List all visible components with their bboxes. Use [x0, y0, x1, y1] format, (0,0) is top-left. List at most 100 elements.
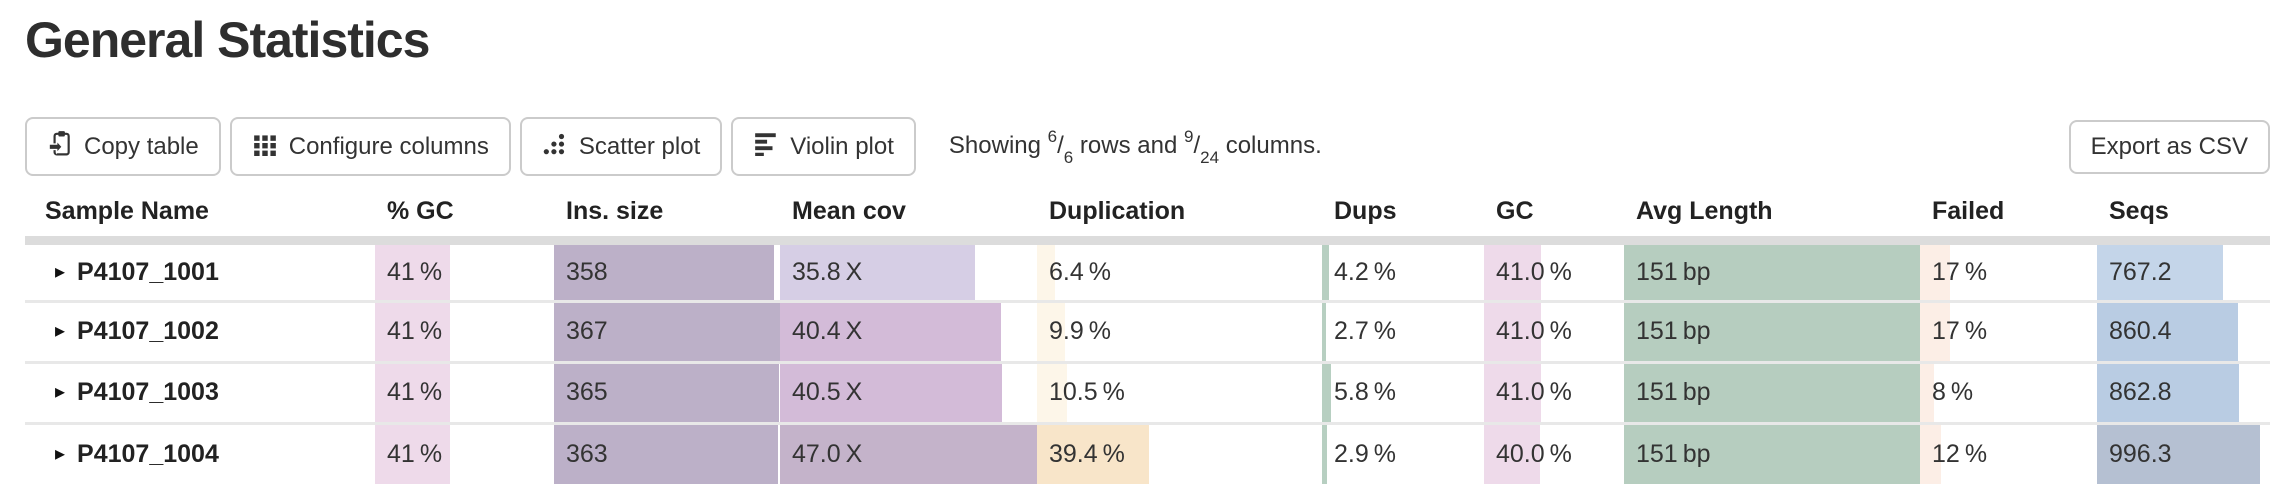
general-statistics-table: Sample Name % GC Ins. size Mean cov Dupl…: [25, 188, 2270, 484]
sample-name: P4107_1003: [77, 378, 219, 406]
cell-ins-size: 363: [554, 421, 780, 484]
column-header-mean-cov[interactable]: Mean cov: [780, 188, 1037, 245]
expand-triangle-icon: ▸: [55, 442, 66, 465]
expand-triangle-icon: ▸: [55, 381, 66, 403]
cell-bar: [1920, 365, 1935, 422]
cell-dups: 5.8 %: [1322, 360, 1484, 423]
violin-plot-icon: [753, 130, 790, 163]
cell-bar: [1624, 426, 1920, 484]
column-header-duplication[interactable]: Duplication: [1037, 188, 1322, 245]
cell-failed: 12 %: [1920, 421, 2097, 484]
header-row: Sample Name % GC Ins. size Mean cov Dupl…: [25, 188, 2270, 245]
column-header-failed[interactable]: Failed: [1920, 188, 2097, 245]
grid-icon: [252, 130, 289, 163]
cell-pct-gc: 41 %: [375, 299, 554, 362]
cell-bar: [1037, 365, 1067, 422]
cell-bar: [375, 365, 451, 422]
showing-summary: Showing 6/6 rows and 9/24 columns.: [948, 127, 1322, 167]
cell-bar: [1322, 365, 1332, 422]
cell-duplication: 9.9 %: [1037, 299, 1322, 362]
cell-gc: 41.0 %: [1484, 240, 1624, 301]
cell-gc: 41.0 %: [1484, 360, 1624, 423]
cell-bar: [1484, 365, 1542, 422]
cell-bar: [1322, 426, 1327, 484]
cell-gc: 41.0 %: [1484, 299, 1624, 362]
cell-failed: 17 %: [1920, 299, 2097, 362]
copy-table-button[interactable]: Copy table: [25, 117, 221, 176]
expand-triangle-icon: ▸: [55, 260, 66, 283]
sample-name-cell[interactable]: ▸ P4107_1001: [25, 240, 375, 301]
expand-triangle-icon: ▸: [55, 320, 66, 342]
cell-dups: 2.7 %: [1322, 299, 1484, 362]
column-header-gc[interactable]: GC: [1484, 188, 1624, 245]
cell-seqs: 862.8: [2097, 360, 2270, 423]
cell-mean-cov: 40.4 X: [780, 299, 1037, 362]
cell-bar: [1920, 304, 1951, 361]
cell-mean-cov: 35.8 X: [780, 240, 1037, 301]
cell-bar: [375, 304, 451, 361]
cell-bar: [1920, 244, 1951, 300]
sample-name: P4107_1004: [77, 439, 219, 468]
table-row: ▸ P4107_1003 41 % 365 40.5 X 10.5 % 5.8 %…: [25, 360, 2270, 423]
column-header-avg-length[interactable]: Avg Length: [1624, 188, 1920, 245]
cell-duplication: 10.5 %: [1037, 360, 1322, 423]
cell-bar: [1484, 426, 1540, 484]
sample-name-cell[interactable]: ▸ P4107_1002: [25, 299, 375, 362]
cell-bar: [780, 244, 976, 300]
cell-avg-length: 151 bp: [1624, 360, 1920, 423]
column-header-sample-name[interactable]: Sample Name: [25, 188, 375, 245]
cell-ins-size: 365: [554, 360, 780, 423]
cell-bar: [2097, 426, 2261, 484]
sample-name-cell[interactable]: ▸ P4107_1003: [25, 360, 375, 423]
cell-bar: [2097, 244, 2223, 300]
cell-failed: 17 %: [1920, 240, 2097, 301]
cell-duplication: 39.4 %: [1037, 421, 1322, 484]
cell-avg-length: 151 bp: [1624, 421, 1920, 484]
cell-bar: [1624, 304, 1920, 361]
cell-mean-cov: 47.0 X: [780, 421, 1037, 484]
cell-gc: 40.0 %: [1484, 421, 1624, 484]
cell-bar: [780, 365, 1002, 422]
cell-bar: [2097, 365, 2239, 422]
cell-dups: 4.2 %: [1322, 240, 1484, 301]
sample-name-cell[interactable]: ▸ P4107_1004: [25, 421, 375, 484]
cell-bar: [554, 426, 778, 484]
cell-failed: 8 %: [1920, 360, 2097, 423]
cell-bar: [780, 304, 1002, 361]
sample-name: P4107_1001: [77, 257, 219, 286]
cell-bar: [2097, 304, 2239, 361]
cell-bar: [1322, 304, 1327, 361]
cell-seqs: 860.4: [2097, 299, 2270, 362]
cell-bar: [1624, 365, 1920, 422]
sample-name: P4107_1002: [77, 317, 219, 345]
table-row: ▸ P4107_1004 41 % 363 47.0 X 39.4 % 2.9 %…: [25, 421, 2270, 484]
cell-pct-gc: 41 %: [375, 421, 554, 484]
cell-bar: [1484, 304, 1542, 361]
configure-columns-button[interactable]: Configure columns: [229, 117, 511, 176]
export-csv-button[interactable]: Export as CSV: [2068, 119, 2270, 174]
cell-bar: [1322, 244, 1329, 300]
cell-dups: 2.9 %: [1322, 421, 1484, 484]
cell-ins-size: 358: [554, 240, 780, 301]
cell-duplication: 6.4 %: [1037, 240, 1322, 301]
cell-bar: [1484, 244, 1542, 300]
violin-plot-button[interactable]: Violin plot: [731, 117, 916, 176]
table-row: ▸ P4107_1002 41 % 367 40.4 X 9.9 % 2.7 % …: [25, 299, 2270, 362]
cell-avg-length: 151 bp: [1624, 240, 1920, 301]
rows-shown: 6: [1047, 127, 1058, 147]
cell-bar: [554, 365, 779, 422]
scatter-plot-button[interactable]: Scatter plot: [519, 117, 723, 176]
column-header-dups[interactable]: Dups: [1322, 188, 1484, 245]
cell-bar: [1037, 244, 1056, 300]
column-header-pct-gc[interactable]: % GC: [375, 188, 554, 245]
cell-bar: [1920, 426, 1942, 484]
cell-bar: [375, 426, 451, 484]
table-row: ▸ P4107_1001 41 % 358 35.8 X 6.4 % 4.2 % …: [25, 240, 2270, 301]
cell-avg-length: 151 bp: [1624, 299, 1920, 362]
cell-mean-cov: 40.5 X: [780, 360, 1037, 423]
cell-ins-size: 367: [554, 299, 780, 362]
cell-bar: [1037, 304, 1066, 361]
column-header-seqs[interactable]: Seqs: [2097, 188, 2270, 245]
general-statistics-section: General Statistics Copy table Configure …: [0, 10, 2288, 484]
column-header-ins-size[interactable]: Ins. size: [554, 188, 780, 245]
